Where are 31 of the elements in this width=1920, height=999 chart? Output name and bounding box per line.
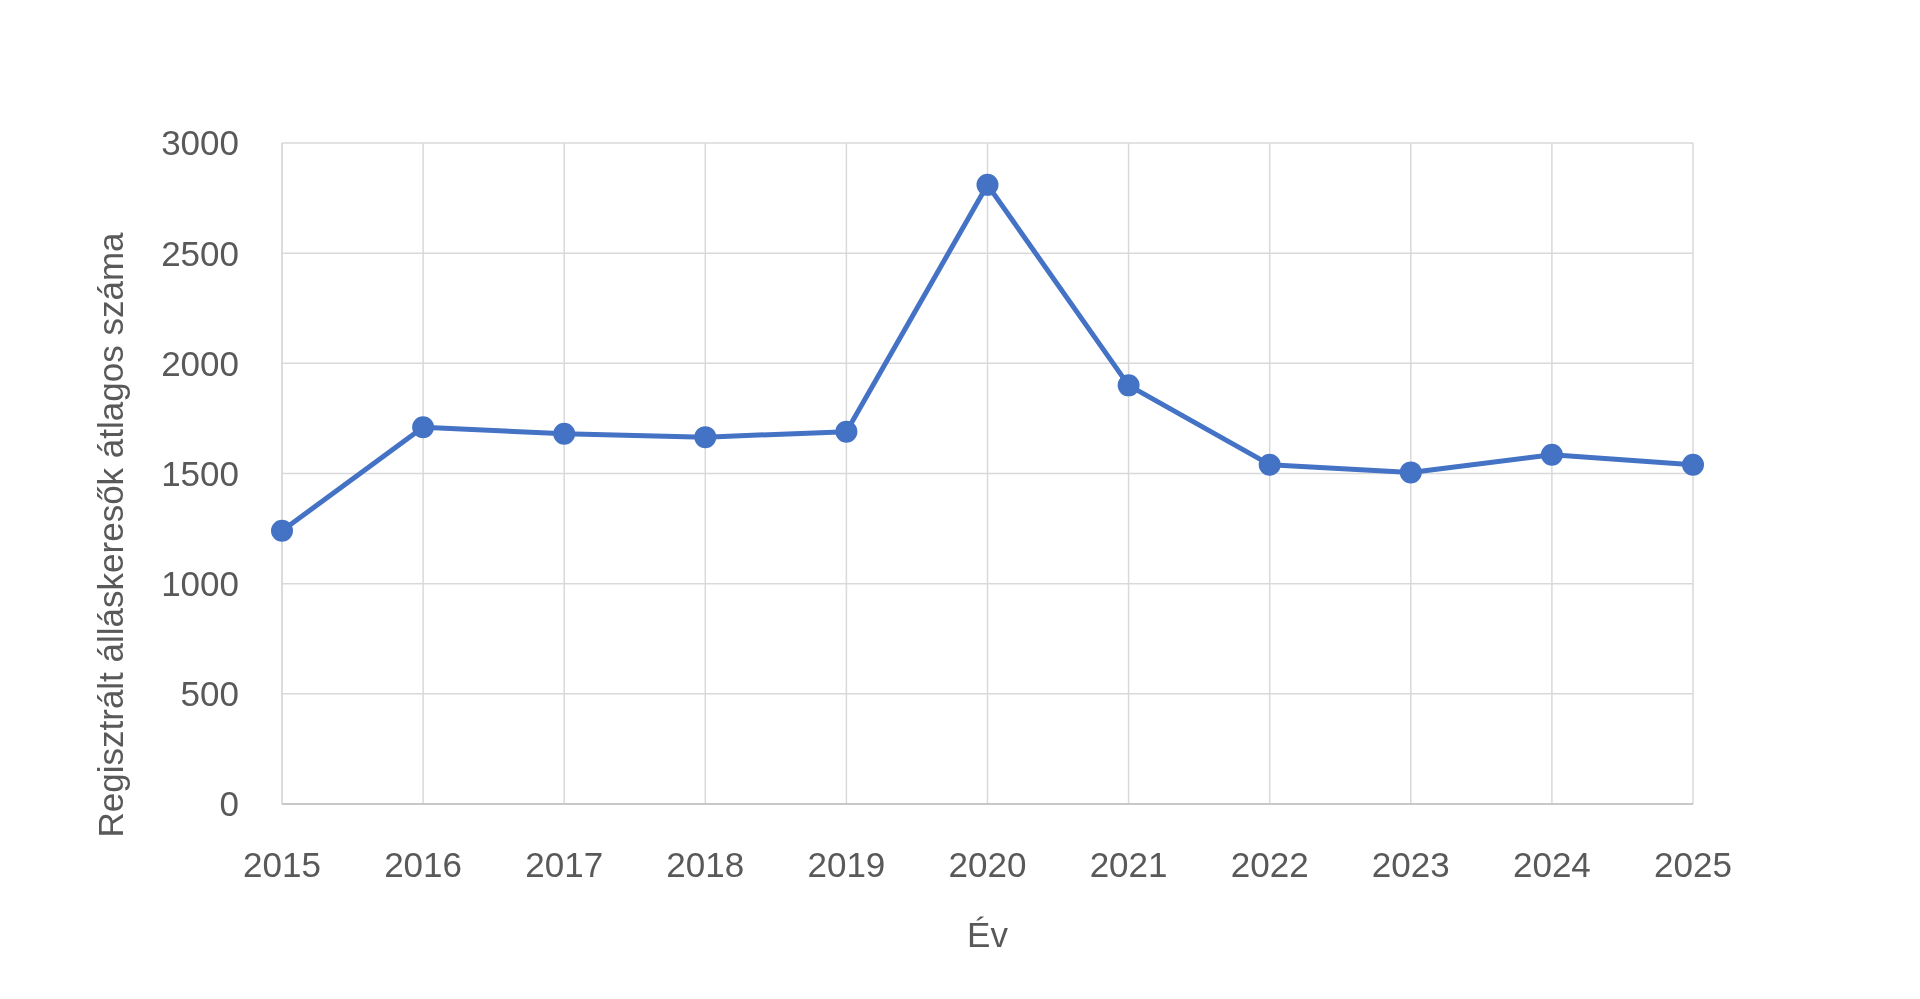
point [694,426,717,449]
point [835,420,858,443]
x-tick-label: 2019 [807,844,886,884]
point [271,519,293,542]
point [976,173,999,196]
point [412,416,435,439]
point [1258,453,1281,476]
point [1117,374,1140,397]
x-tick-label: 2025 [1654,844,1732,884]
point [1399,461,1422,484]
x-tick-label: 2024 [1512,844,1591,884]
y-axis-title: Regisztrált álláskeresők átlagos száma [90,231,130,838]
x-tick-label: 2017 [525,844,604,884]
x-tick-label: 2023 [1371,844,1450,884]
y-tick-label: 0 [219,784,239,824]
x-tick-label: 2015 [243,844,321,884]
point [1540,443,1563,466]
point [553,422,576,445]
point [1682,453,1704,476]
y-tick-label: 2000 [161,343,239,383]
y-tick-label: 2500 [161,233,239,273]
y-tick-label: 500 [180,674,239,714]
x-tick-label: 2020 [948,844,1027,884]
x-tick-label: 2022 [1230,844,1309,884]
x-tick-label: 2018 [666,844,745,884]
x-tick-label: 2021 [1089,844,1168,884]
y-tick-label: 1000 [161,564,239,604]
x-tick-label: 2016 [384,844,463,884]
y-tick-label: 3000 [161,123,239,163]
y-tick-label: 1500 [161,453,239,493]
x-axis-title: Év [967,914,1009,954]
